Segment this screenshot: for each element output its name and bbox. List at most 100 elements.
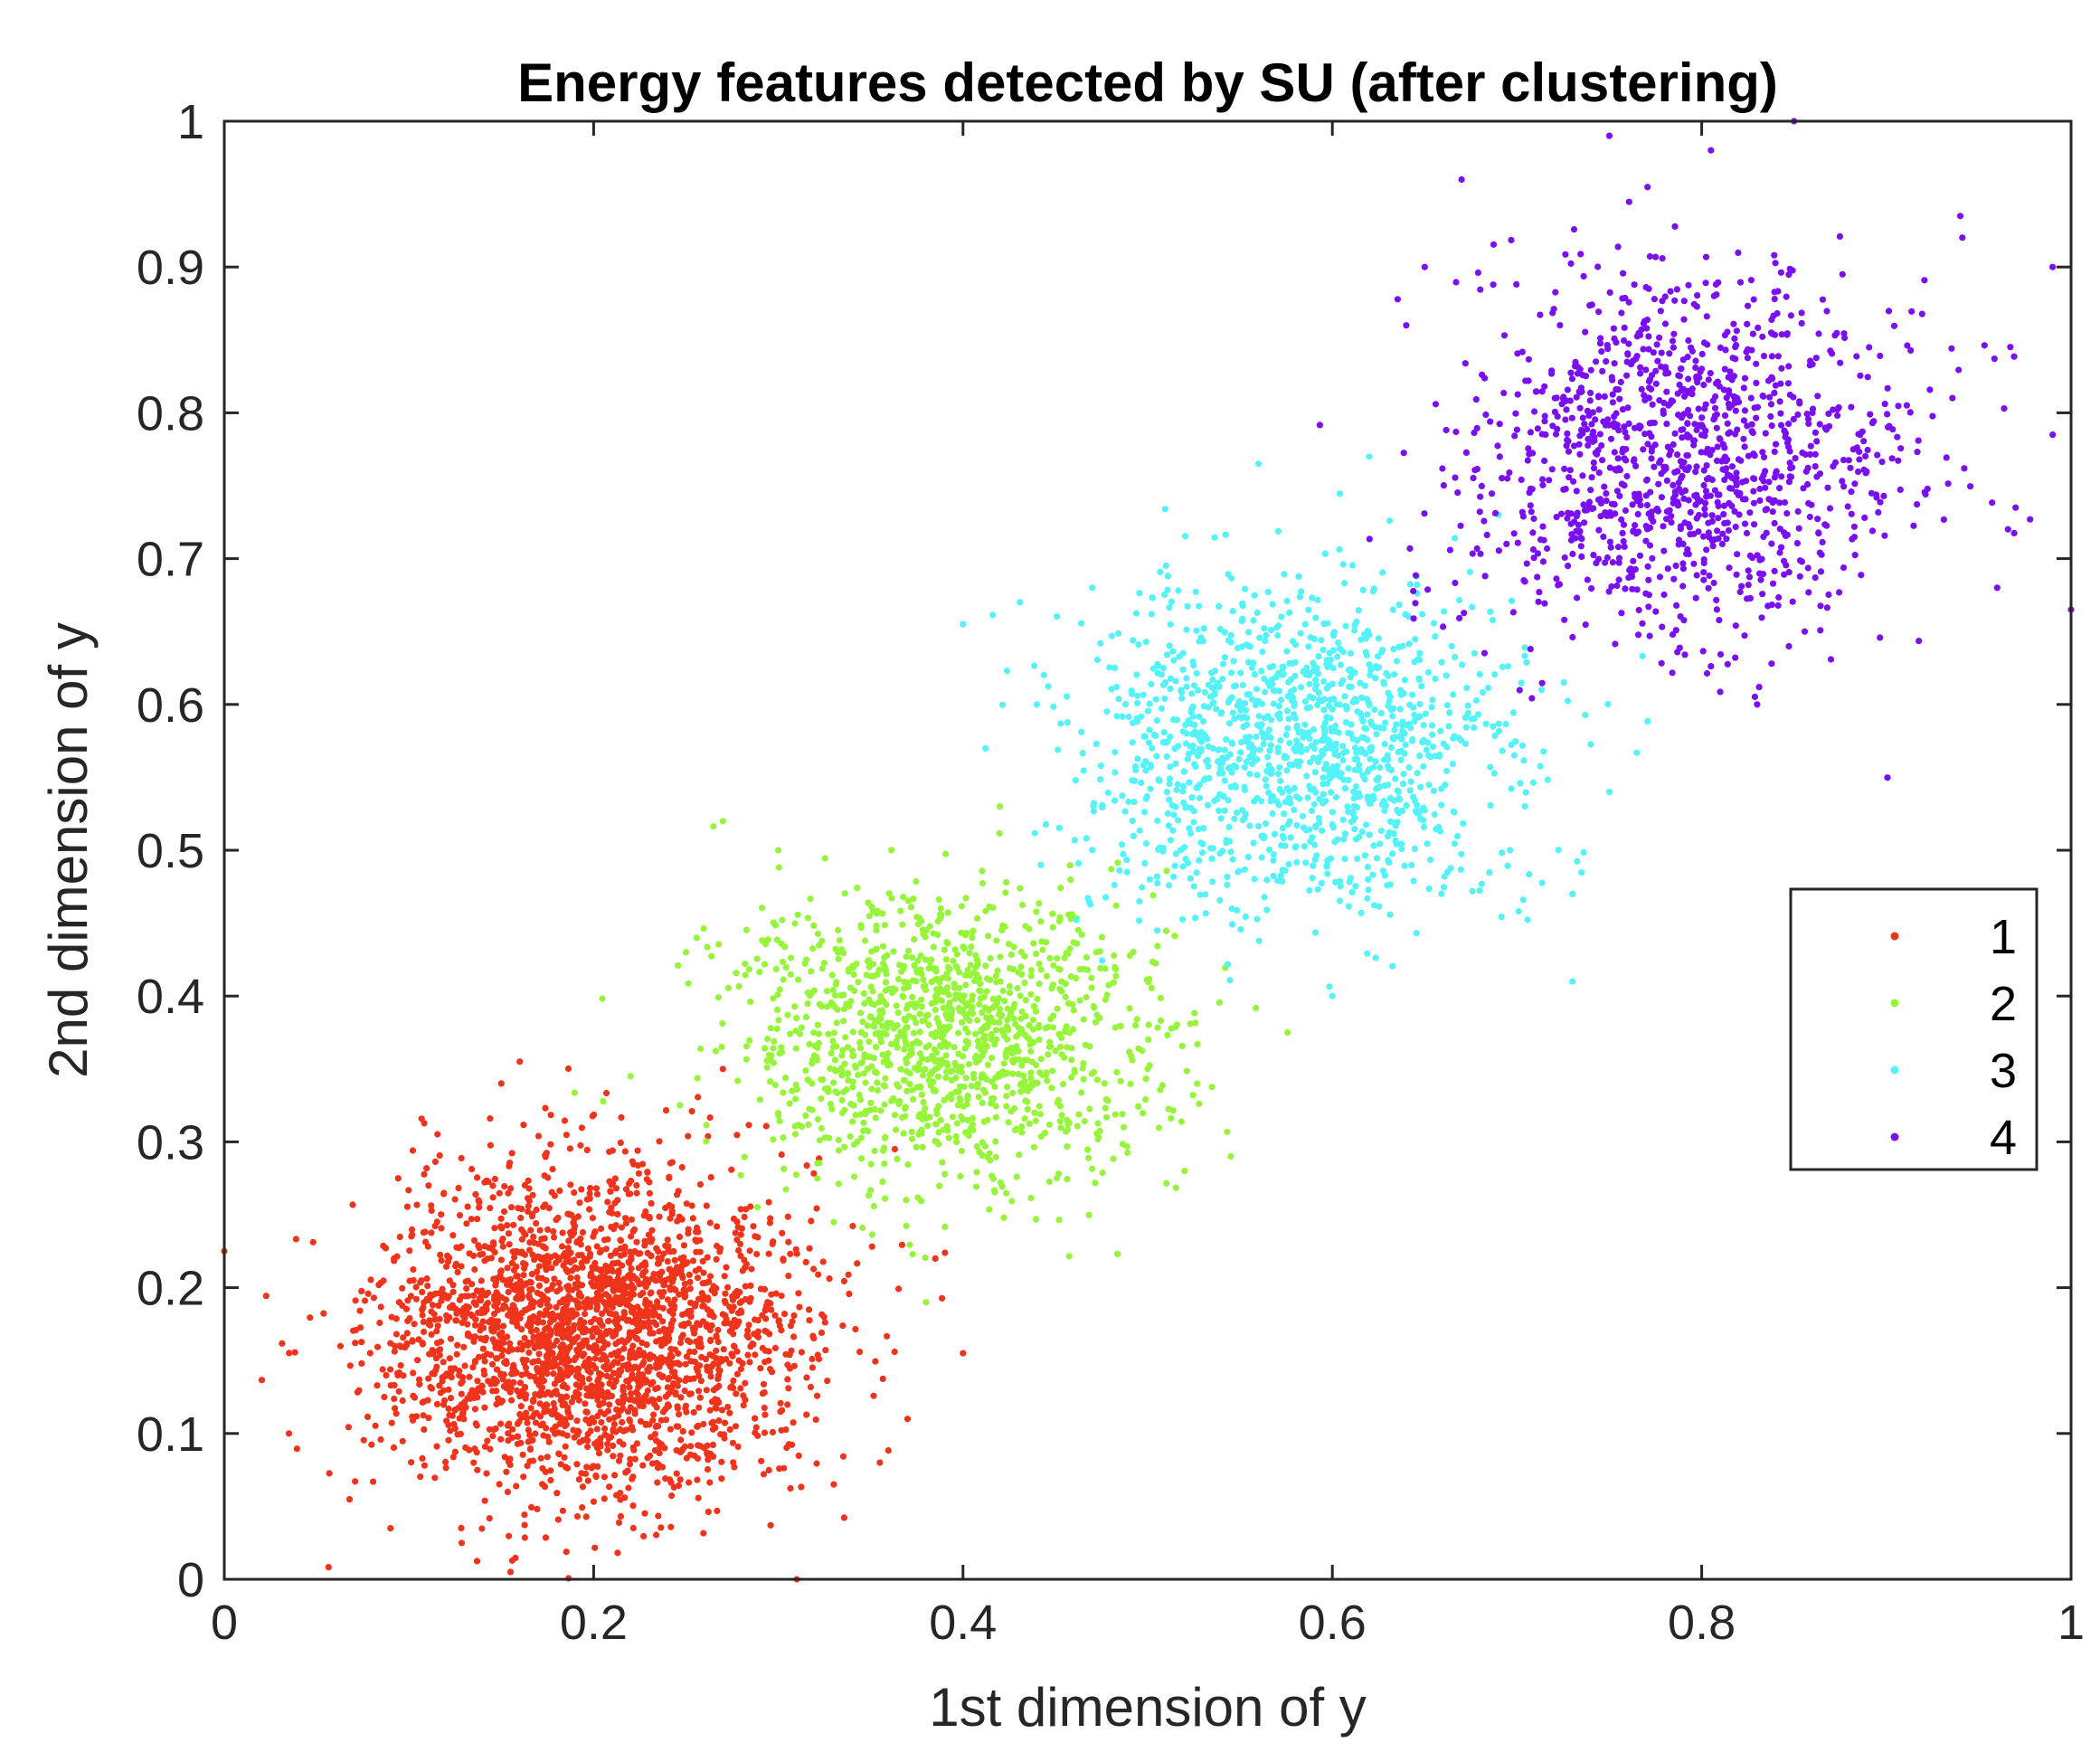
data-point [732,1229,739,1236]
data-point [1526,871,1533,878]
data-point [411,1321,418,1328]
data-point [507,1185,515,1192]
data-point [1279,665,1286,672]
data-point [1003,1023,1010,1030]
data-point [840,1514,848,1521]
data-point [906,1241,913,1248]
data-point [879,1178,886,1186]
data-point [501,1454,508,1461]
data-point [522,1306,530,1313]
data-point [970,1126,977,1133]
data-point [474,1466,481,1473]
data-point [719,1311,726,1318]
data-point [1386,858,1393,867]
data-point [703,1202,710,1209]
data-point [904,1160,912,1169]
data-point [1102,1113,1111,1121]
data-point [1237,706,1244,714]
data-point [733,1321,742,1328]
data-point [1359,717,1367,725]
data-point [574,1213,582,1220]
data-point [783,1444,790,1452]
data-point [1311,929,1320,936]
data-point [1164,810,1171,818]
data-point [431,1222,439,1230]
data-point [798,1483,805,1491]
data-point [1115,696,1122,703]
data-point [1188,706,1196,713]
data-point [615,1348,623,1355]
data-point [681,1280,688,1288]
data-point [775,1112,782,1119]
data-point [1169,715,1178,724]
data-point [693,934,701,942]
data-point [1457,866,1464,874]
data-point [1339,816,1347,823]
data-point [617,1496,624,1503]
data-point [354,1388,361,1396]
data-point [564,1065,572,1073]
data-point [590,1265,597,1273]
data-point [674,1382,681,1389]
data-point [657,1342,666,1350]
data-point [419,1340,426,1348]
data-point [629,1524,637,1531]
data-point [991,1038,998,1046]
data-point [1073,974,1080,982]
data-point [472,1190,479,1198]
data-point [446,1355,453,1362]
data-point [839,1047,847,1054]
data-point [1242,737,1250,745]
data-point [913,978,920,985]
data-point [567,1181,574,1189]
data-point [1523,658,1530,667]
data-point [445,1405,452,1412]
data-point [592,1325,600,1332]
data-point [941,1004,949,1011]
data-point [345,1424,352,1431]
data-point [564,1319,572,1326]
data-point [1345,903,1352,910]
data-point [694,1476,701,1483]
data-point [881,1160,888,1168]
data-point [510,1378,517,1386]
data-point [570,1219,577,1227]
data-point [765,1466,772,1473]
data-point [955,1004,962,1011]
data-point [556,1366,564,1373]
data-point [582,1304,589,1312]
data-point [1285,860,1292,868]
data-point [475,1309,482,1316]
data-point [1348,888,1356,896]
data-point [615,1267,622,1274]
data-point [795,976,802,983]
data-point [514,1440,522,1447]
data-point [742,1295,749,1303]
series-2 [571,803,1291,1306]
data-point [1102,1104,1109,1112]
data-point [1351,766,1358,773]
data-point [602,1246,610,1253]
data-point [784,1401,791,1408]
data-point [862,1127,869,1134]
data-point [1246,771,1253,778]
data-point [388,1313,395,1321]
data-point [1508,597,1516,604]
data-point [615,1457,623,1464]
data-point [619,1262,626,1269]
data-point [400,1334,407,1341]
data-point [1153,927,1161,934]
data-point [1147,763,1154,771]
data-point [1072,777,1079,784]
data-point [346,1362,354,1369]
data-point [579,1379,586,1387]
data-point [1083,993,1090,1001]
data-point [707,1174,714,1181]
data-point [1518,679,1525,687]
data-point [1178,688,1186,696]
data-point [486,1515,493,1522]
data-point [1149,958,1157,965]
data-point [1085,1154,1093,1161]
data-point [1017,1015,1025,1022]
data-point [777,1408,784,1416]
